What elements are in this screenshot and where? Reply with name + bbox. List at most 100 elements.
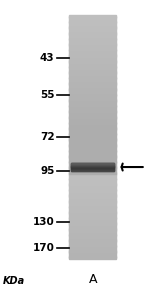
Bar: [69, 123, 116, 125]
Bar: [69, 89, 116, 91]
Bar: [69, 110, 116, 112]
Bar: [69, 228, 116, 230]
Bar: [69, 190, 116, 192]
Bar: [71, 163, 114, 164]
Bar: [69, 252, 116, 254]
Bar: [69, 220, 116, 221]
Bar: [69, 66, 116, 68]
Bar: [69, 175, 116, 176]
Bar: [71, 165, 114, 166]
Bar: [69, 81, 116, 83]
Bar: [71, 165, 114, 166]
Bar: [69, 143, 116, 145]
Bar: [69, 50, 116, 52]
Bar: [69, 243, 116, 244]
Bar: [71, 167, 114, 168]
Bar: [69, 227, 116, 229]
Bar: [69, 232, 116, 233]
Bar: [69, 37, 116, 39]
Bar: [69, 162, 116, 164]
Bar: [69, 41, 116, 42]
Bar: [69, 178, 116, 180]
Bar: [69, 19, 116, 20]
Bar: [69, 103, 116, 104]
Bar: [69, 156, 116, 158]
Bar: [69, 30, 116, 31]
Bar: [69, 52, 116, 53]
Bar: [69, 38, 116, 40]
Bar: [69, 109, 116, 110]
Bar: [69, 246, 116, 248]
Bar: [69, 33, 116, 35]
Bar: [69, 235, 116, 237]
Bar: [69, 242, 116, 243]
Bar: [71, 170, 114, 171]
Bar: [69, 250, 116, 252]
Bar: [69, 32, 116, 34]
Bar: [69, 20, 116, 22]
Bar: [69, 99, 116, 101]
Bar: [69, 213, 116, 215]
Bar: [69, 97, 116, 98]
Bar: [69, 70, 116, 72]
Text: KDa: KDa: [3, 276, 25, 286]
Bar: [69, 78, 116, 80]
Bar: [69, 64, 116, 66]
Bar: [69, 83, 116, 85]
Bar: [71, 169, 114, 170]
Bar: [69, 53, 116, 55]
Bar: [69, 129, 116, 131]
Bar: [69, 25, 116, 26]
Text: 72: 72: [40, 132, 54, 142]
Bar: [69, 44, 116, 46]
Bar: [69, 233, 116, 235]
Bar: [69, 127, 116, 129]
Bar: [69, 128, 116, 130]
Bar: [69, 231, 116, 232]
Bar: [69, 172, 116, 174]
Bar: [69, 31, 116, 32]
Bar: [69, 229, 116, 231]
Bar: [69, 194, 116, 196]
Bar: [69, 105, 116, 107]
Bar: [69, 222, 116, 224]
Bar: [69, 93, 116, 95]
Bar: [69, 188, 116, 190]
Bar: [69, 111, 116, 113]
Bar: [69, 106, 116, 108]
Bar: [69, 237, 116, 238]
Bar: [71, 163, 114, 164]
Bar: [69, 177, 116, 179]
Bar: [69, 212, 116, 214]
Bar: [69, 185, 116, 187]
Bar: [69, 224, 116, 226]
Bar: [69, 116, 116, 118]
Bar: [69, 140, 116, 142]
Bar: [69, 119, 116, 120]
Bar: [69, 79, 116, 81]
Bar: [69, 209, 116, 210]
Bar: [69, 176, 116, 177]
Bar: [69, 95, 116, 97]
Bar: [71, 170, 114, 171]
Bar: [69, 199, 116, 201]
Bar: [69, 171, 116, 173]
Bar: [69, 193, 116, 195]
Bar: [69, 108, 116, 109]
Bar: [69, 157, 116, 159]
Bar: [69, 62, 116, 64]
Bar: [69, 28, 116, 30]
Bar: [69, 131, 116, 133]
Bar: [69, 104, 116, 106]
Bar: [69, 148, 116, 149]
Text: 95: 95: [40, 166, 54, 176]
Bar: [69, 223, 116, 225]
Bar: [69, 115, 116, 117]
Bar: [69, 146, 116, 148]
Bar: [69, 35, 116, 36]
Bar: [69, 244, 116, 246]
Bar: [69, 165, 116, 166]
Bar: [69, 92, 116, 93]
Bar: [69, 153, 116, 154]
Bar: [69, 200, 116, 202]
